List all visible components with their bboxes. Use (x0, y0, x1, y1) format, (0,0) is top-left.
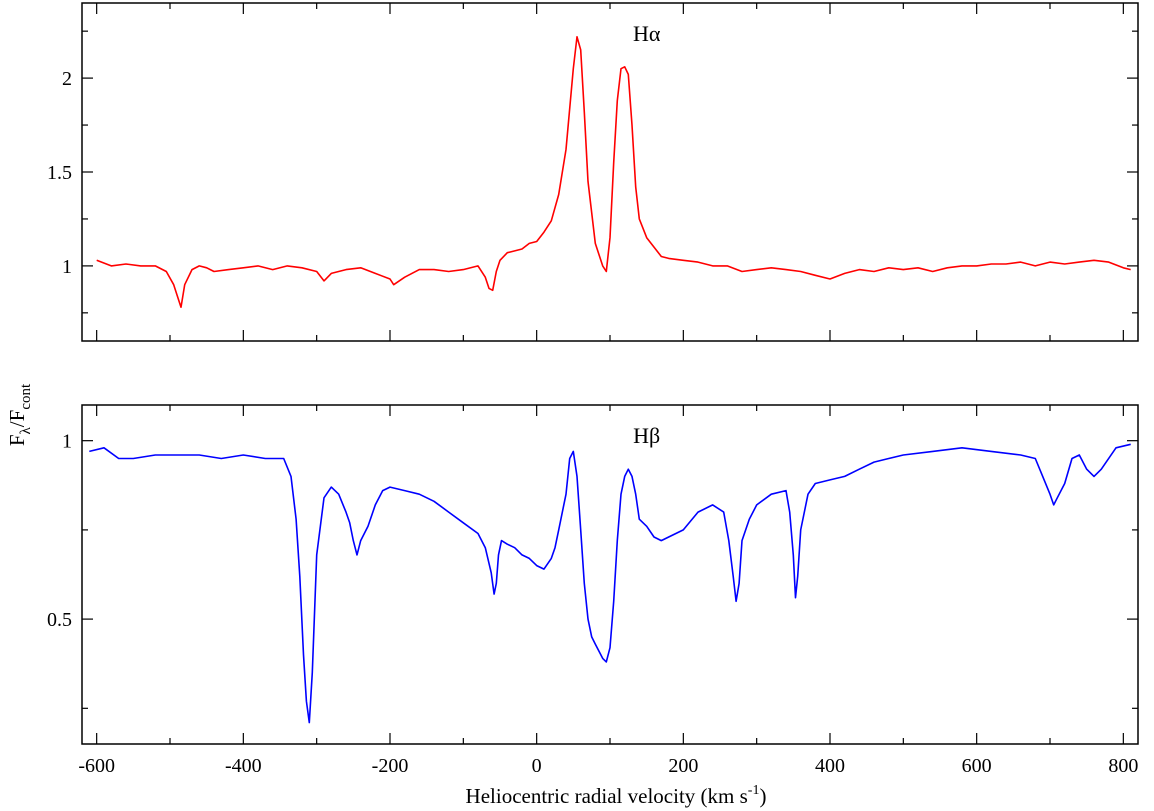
halpha-panel: 1 1.5 2 Hα (47, 2, 1139, 342)
hbeta-y-tick-label: 0.5 (47, 609, 72, 631)
hbeta-y-tick-label: 1 (62, 431, 72, 453)
halpha-series-line (96, 35, 1131, 309)
x-tick-label: 200 (668, 755, 698, 777)
y-axis-title: Fλ/Fcont (5, 383, 34, 446)
hbeta-line-label: Hβ (633, 423, 660, 448)
hbeta-series-line (89, 443, 1131, 724)
x-tick-label: -200 (372, 755, 409, 777)
x-axis: -600 -400 -200 0 200 400 600 800 (78, 755, 1138, 777)
halpha-y-tick-label: 1 (62, 256, 72, 278)
halpha-y-tick-label: 2 (62, 68, 72, 90)
halpha-line-label: Hα (633, 21, 661, 46)
halpha-y-tick-label: 1.5 (47, 162, 72, 184)
x-tick-label: 0 (532, 755, 542, 777)
x-tick-label: 800 (1108, 755, 1138, 777)
halpha-frame (81, 2, 1139, 342)
x-axis-title: Heliocentric radial velocity (km s-1) (466, 783, 767, 808)
x-tick-label: 400 (815, 755, 845, 777)
x-tick-label: -600 (78, 755, 115, 777)
hbeta-panel: 0.5 1 Hβ (47, 404, 1139, 745)
x-tick-label: -400 (225, 755, 262, 777)
x-tick-label: 600 (962, 755, 992, 777)
